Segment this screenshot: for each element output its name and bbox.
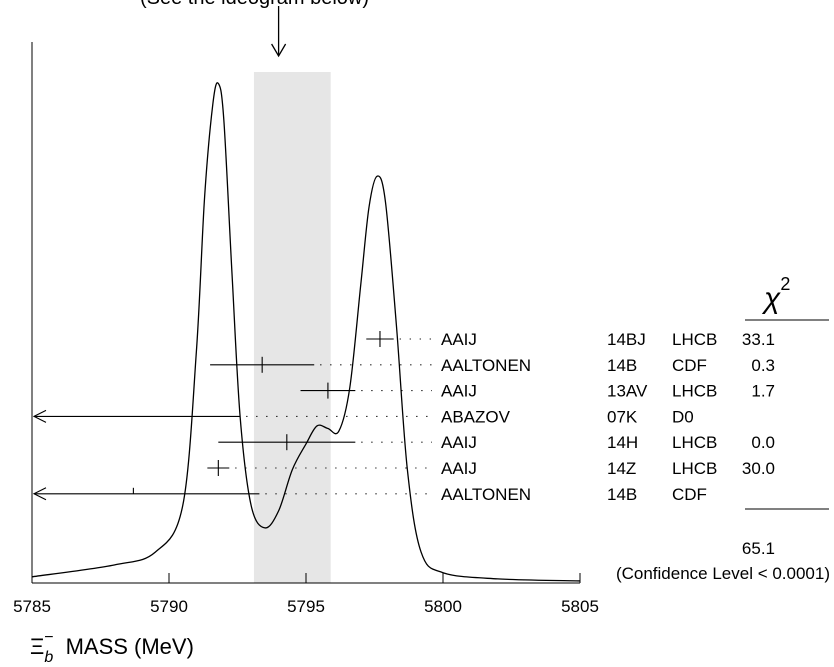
- measurement-chi2: 30.0: [742, 459, 775, 478]
- chi2-header: χ2: [761, 274, 790, 315]
- measurement-experiment: LHCB: [672, 382, 717, 401]
- average-arrow-head: [271, 43, 287, 58]
- measurement-author: AAIJ: [441, 330, 477, 349]
- measurement-ref: 14B: [607, 485, 637, 504]
- measurement-author: AALTONEN: [441, 356, 531, 375]
- x-tick-label: 5785: [13, 597, 51, 616]
- measurement-experiment: D0: [672, 407, 694, 426]
- chart-title: (See the ideogram below): [140, 0, 369, 9]
- measurement-author: AAIJ: [441, 459, 477, 478]
- x-tick-label: 5805: [561, 597, 599, 616]
- measurement-ref: 14Z: [607, 459, 636, 478]
- confidence-level: (Confidence Level < 0.0001): [616, 564, 830, 583]
- measurement-chi2: 0.0: [751, 433, 775, 452]
- measurement-ref: 14H: [607, 433, 638, 452]
- chi2-total: 65.1: [742, 539, 775, 558]
- off-scale-arrow: [32, 487, 47, 501]
- average-band: [253, 72, 331, 583]
- measurement-author: AAIJ: [441, 433, 477, 452]
- measurement-chi2: 0.3: [751, 356, 775, 375]
- measurement-experiment: CDF: [672, 356, 707, 375]
- off-scale-arrow: [32, 409, 47, 423]
- measurement-chi2: 1.7: [751, 382, 775, 401]
- x-tick-label: 5800: [424, 597, 462, 616]
- measurement-chi2: 33.1: [742, 330, 775, 349]
- measurement-experiment: LHCB: [672, 459, 717, 478]
- measurement-ref: 14BJ: [607, 330, 646, 349]
- measurement-experiment: CDF: [672, 485, 707, 504]
- ideogram-curve: [31, 82, 581, 582]
- measurement-experiment: LHCB: [672, 433, 717, 452]
- measurement-ref: 13AV: [607, 382, 648, 401]
- measurement-author: ABAZOV: [441, 407, 511, 426]
- measurement-ref: 14B: [607, 356, 637, 375]
- x-tick-label: 5790: [150, 597, 188, 616]
- measurement-ref: 07K: [607, 407, 638, 426]
- measurement-author: AAIJ: [441, 382, 477, 401]
- measurement-author: AALTONEN: [441, 485, 531, 504]
- x-axis-label: Ξb− MASS (MeV): [30, 629, 194, 666]
- measurement-experiment: LHCB: [672, 330, 717, 349]
- x-tick-label: 5795: [287, 597, 325, 616]
